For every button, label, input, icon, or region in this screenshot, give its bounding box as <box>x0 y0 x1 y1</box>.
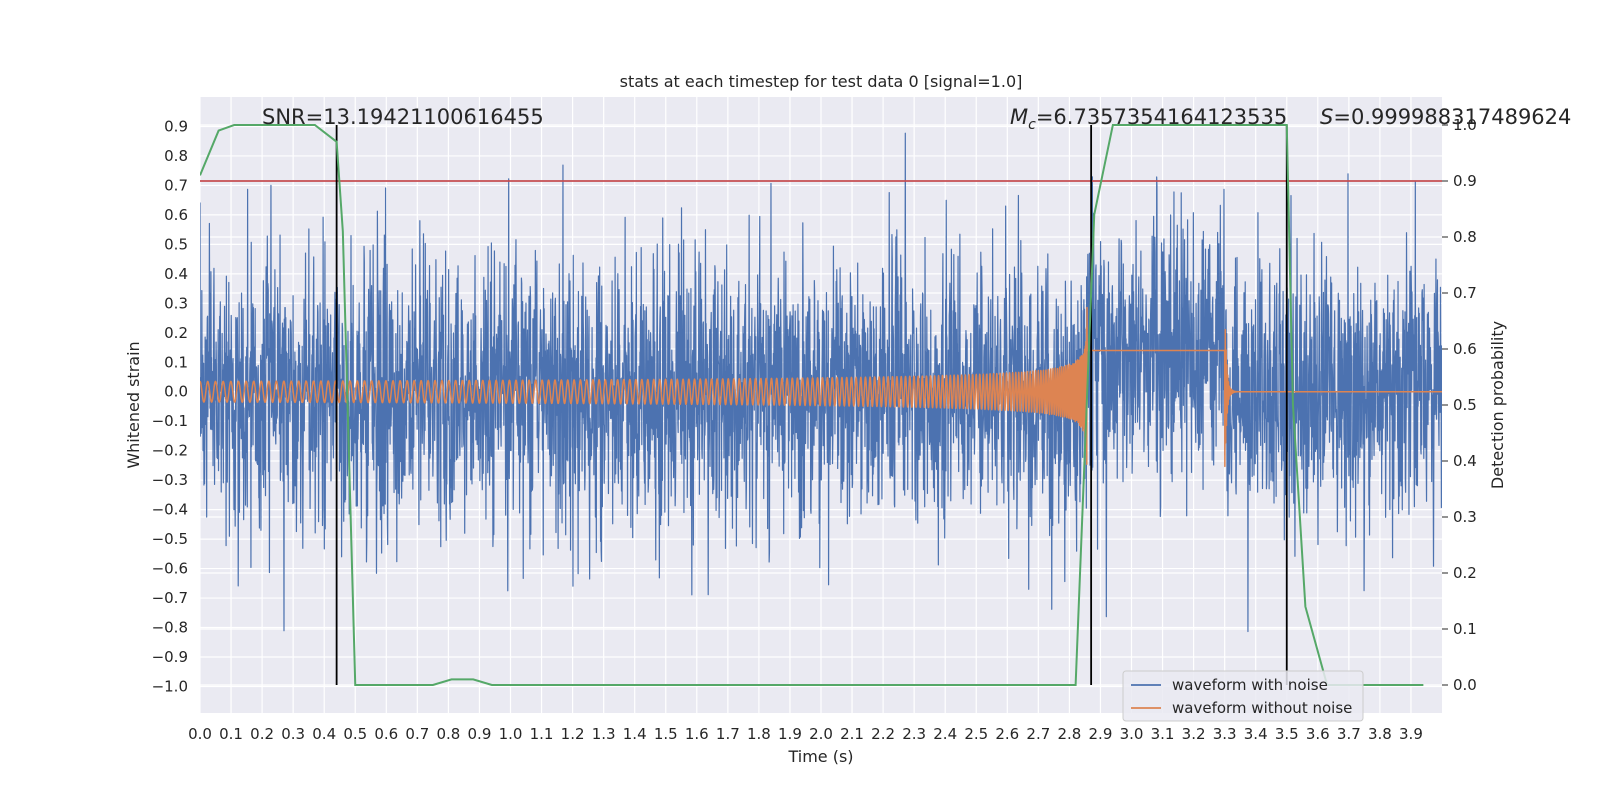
x-tick-label-8: 0.8 <box>436 725 460 743</box>
x-tick-label-9: 0.9 <box>468 725 492 743</box>
x-tick-label-11: 1.1 <box>530 725 554 743</box>
y2-tick-label-4: 0.6 <box>1453 340 1477 358</box>
y-tick-label-2: 0.7 <box>164 176 188 194</box>
legend-signal-label: waveform without noise <box>1172 699 1352 717</box>
y-axis-label: Whitened strain <box>124 341 143 468</box>
y2-tick-label-10: 0.0 <box>1453 676 1477 694</box>
x-tick-label-2: 0.2 <box>250 725 274 743</box>
y-tick-label-19: −1.0 <box>152 677 188 695</box>
y-tick-label-16: −0.7 <box>152 589 188 607</box>
x-tick-label-19: 1.9 <box>778 725 802 743</box>
y2-tick-label-0: 1.0 <box>1453 116 1477 134</box>
legend-noise-label: waveform with noise <box>1172 676 1328 694</box>
x-tick-label-36: 3.6 <box>1306 725 1330 743</box>
x-tick-label-3: 0.3 <box>281 725 305 743</box>
y2-tick-label-6: 0.4 <box>1453 452 1477 470</box>
detection-probability-line <box>200 124 1424 686</box>
x-tick-label-25: 2.5 <box>964 725 988 743</box>
x-tick-label-22: 2.2 <box>871 725 895 743</box>
x-tick-label-27: 2.7 <box>1026 725 1050 743</box>
chirp-mass-value: =6.7357354164123535 <box>1036 105 1287 129</box>
x-tick-label-28: 2.8 <box>1057 725 1081 743</box>
y2-tick-label-7: 0.3 <box>1453 508 1477 526</box>
x-tick-label-20: 2.0 <box>809 725 833 743</box>
x-tick-label-37: 3.7 <box>1337 725 1361 743</box>
x-tick-label-14: 1.4 <box>623 725 647 743</box>
waveform-without-noise-line <box>200 306 1442 468</box>
y-tick-label-14: −0.5 <box>152 530 188 548</box>
y-tick-label-15: −0.6 <box>152 560 188 578</box>
y2-axis-label: Detection probability <box>1488 321 1507 489</box>
y-tick-label-4: 0.5 <box>164 235 188 253</box>
y2-tick-label-2: 0.8 <box>1453 228 1477 246</box>
y-tick-label-6: 0.3 <box>164 294 188 312</box>
x-tick-label-26: 2.6 <box>995 725 1019 743</box>
x-tick-label-33: 3.3 <box>1213 725 1237 743</box>
chirp-mass-subscript: c <box>1028 117 1036 133</box>
x-tick-label-31: 3.1 <box>1151 725 1175 743</box>
x-tick-label-16: 1.6 <box>685 725 709 743</box>
x-tick-label-38: 3.8 <box>1368 725 1392 743</box>
x-tick-label-4: 0.4 <box>312 725 336 743</box>
s-annotation: S=0.999988317489624 <box>1320 105 1571 129</box>
x-tick-label-17: 1.7 <box>716 725 740 743</box>
x-tick-label-39: 3.9 <box>1399 725 1423 743</box>
x-tick-label-29: 2.9 <box>1089 725 1113 743</box>
snr-annotation: SNR=13.19421100616455 <box>262 105 544 129</box>
x-axis-label: Time (s) <box>787 747 853 766</box>
x-tick-label-21: 2.1 <box>840 725 864 743</box>
x-tick-label-6: 0.6 <box>374 725 398 743</box>
x-tick-label-12: 1.2 <box>561 725 585 743</box>
x-tick-label-1: 0.1 <box>219 725 243 743</box>
x-tick-label-5: 0.5 <box>343 725 367 743</box>
y-tick-label-5: 0.4 <box>164 265 188 283</box>
y2-tick-label-3: 0.7 <box>1453 284 1477 302</box>
y2-tick-label-9: 0.1 <box>1453 620 1477 638</box>
chirp-mass-annotation: Mc=6.7357354164123535 <box>1010 105 1287 133</box>
x-tick-label-10: 1.0 <box>499 725 523 743</box>
legend-box <box>1122 670 1364 722</box>
x-tick-label-34: 3.4 <box>1244 725 1268 743</box>
x-tick-label-13: 1.3 <box>592 725 616 743</box>
y-tick-label-7: 0.2 <box>164 324 188 342</box>
x-tick-label-15: 1.5 <box>654 725 678 743</box>
x-tick-label-35: 3.5 <box>1275 725 1299 743</box>
y-tick-label-0: 0.9 <box>164 117 188 135</box>
x-tick-label-0: 0.0 <box>188 725 212 743</box>
y-tick-label-11: −0.2 <box>152 442 188 460</box>
y-tick-label-9: 0.0 <box>164 383 188 401</box>
vertical-markers <box>335 125 1288 685</box>
x-tick-label-30: 3.0 <box>1120 725 1144 743</box>
x-tick-label-32: 3.2 <box>1182 725 1206 743</box>
chirp-mass-symbol: M <box>1010 105 1028 129</box>
s-symbol: S <box>1320 105 1333 129</box>
x-tick-label-24: 2.4 <box>933 725 957 743</box>
y2-tick-labels: 1.0 0.9 0.8 0.7 0.6 0.5 0.4 0.3 0.2 0.1 0.0 <box>1442 116 1477 694</box>
y-tick-label-18: −0.9 <box>152 648 188 666</box>
x-tick-label-18: 1.8 <box>747 725 771 743</box>
y2-tick-label-1: 0.9 <box>1453 172 1477 190</box>
y-tick-label-8: 0.1 <box>164 353 188 371</box>
y2-tick-label-5: 0.5 <box>1453 396 1477 414</box>
y-tick-labels: 0.9 0.8 0.7 0.6 0.5 0.4 0.3 0.2 0.1 0.0 −0.1 −0.2 −0… <box>152 117 188 695</box>
s-value: =0.999988317489624 <box>1333 105 1571 129</box>
chart-title: stats at each timestep for test data 0 [… <box>620 72 1023 91</box>
y2-tick-label-8: 0.2 <box>1453 564 1477 582</box>
x-tick-label-7: 0.7 <box>405 725 429 743</box>
y-tick-label-17: −0.8 <box>152 619 188 637</box>
y-tick-label-13: −0.4 <box>152 501 188 519</box>
x-tick-labels: 0.0 0.1 0.2 0.3 0.4 0.5 0.6 0.7 0.8 0.9 1.0 1.1 1.2 1… <box>188 725 1423 743</box>
y-tick-label-3: 0.6 <box>164 206 188 224</box>
y-tick-label-10: −0.1 <box>152 412 188 430</box>
x-tick-label-23: 2.3 <box>902 725 926 743</box>
y-tick-label-12: −0.3 <box>152 471 188 489</box>
legend: waveform with noise waveform without noi… <box>1122 670 1364 722</box>
y-tick-label-1: 0.8 <box>164 147 188 165</box>
